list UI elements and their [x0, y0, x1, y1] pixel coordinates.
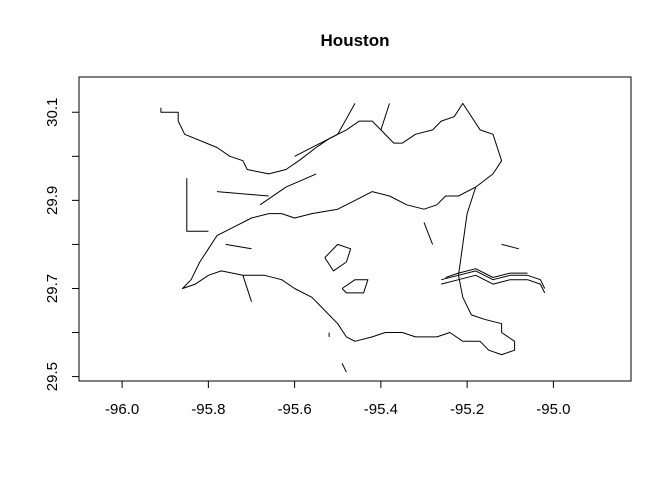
boundary-spur	[294, 103, 356, 157]
boundary-spur	[501, 243, 520, 250]
boundary-hole	[324, 243, 352, 272]
x-tick-label: -95.2	[450, 401, 484, 418]
x-tick-label: -95.4	[364, 401, 398, 418]
city-boundary	[160, 102, 546, 373]
y-tick-label: 29.7	[44, 274, 61, 303]
y-tick-label: 30.1	[44, 98, 61, 127]
boundary-spur	[186, 178, 209, 232]
boundary-spur	[242, 275, 252, 302]
x-tick-label: -95.6	[278, 401, 312, 418]
ship-channel-line	[441, 270, 546, 289]
boundary-spur	[225, 243, 252, 250]
x-tick-label: -95.8	[191, 401, 225, 418]
x-tick-label: -95.0	[536, 401, 570, 418]
plot-title: Houston	[321, 31, 390, 50]
boundary-spur	[216, 191, 269, 197]
y-tick-label: 29.9	[44, 186, 61, 215]
boundary-spur	[341, 363, 347, 373]
boundary-spur	[259, 173, 317, 206]
ship-channel-line	[441, 274, 546, 294]
boundary-spur	[380, 103, 390, 131]
y-axis: 29.5 29.7 29.9 30.1	[44, 98, 80, 391]
boundary-hole	[341, 279, 369, 294]
plot-box	[78, 76, 632, 382]
ship-channel-line	[445, 268, 528, 278]
y-tick-label: 29.5	[44, 362, 61, 391]
city-outline	[160, 102, 516, 356]
x-tick-label: -96.0	[105, 401, 139, 418]
boundary-spur	[423, 222, 434, 245]
x-axis: -96.0 -95.8 -95.6 -95.4 -95.2 -95.0	[105, 380, 570, 418]
